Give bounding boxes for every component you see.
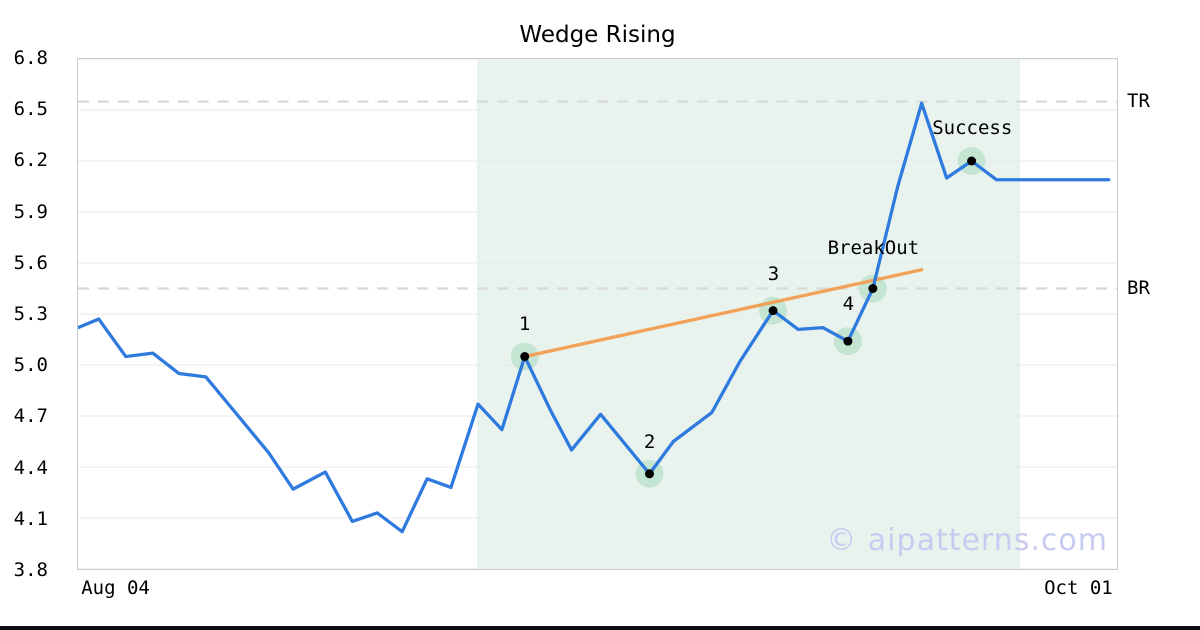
marker-label-breakout: BreakOut <box>827 237 920 260</box>
y-tick-label: 5.0 <box>13 354 48 377</box>
marker-label-1: 1 <box>518 312 531 335</box>
y-tick-label: 6.8 <box>13 47 48 69</box>
bottom-bar <box>0 626 1200 630</box>
y-tick-label: 4.7 <box>13 405 48 428</box>
y-tick-label: 4.1 <box>13 507 48 530</box>
y-tick-label: 5.3 <box>13 303 48 325</box>
marker-label-4: 4 <box>842 293 855 316</box>
y-tick-label: 6.2 <box>13 149 48 172</box>
marker-dot-1 <box>520 352 530 362</box>
watermark: © aipatterns.com <box>826 523 1108 558</box>
marker-dot-breakout <box>868 284 878 293</box>
level-label-br: BR <box>1127 277 1150 300</box>
marker-label-2: 2 <box>643 431 656 454</box>
plot-svg <box>78 59 1117 569</box>
plot-area <box>77 58 1118 570</box>
marker-dot-success <box>967 156 977 166</box>
y-tick-label: 5.6 <box>13 251 48 274</box>
marker-dot-4 <box>843 336 853 346</box>
y-tick-label: 6.5 <box>13 98 48 121</box>
trendline <box>523 268 924 359</box>
marker-dot-3 <box>768 306 778 316</box>
price-line <box>78 101 1111 534</box>
x-tick-label: Oct 01 <box>1044 577 1113 599</box>
marker-label-3: 3 <box>767 262 780 285</box>
marker-label-success: Success <box>932 117 1013 140</box>
y-tick-label: 3.8 <box>13 559 48 581</box>
chart-title: Wedge Rising <box>519 22 676 48</box>
marker-dot-2 <box>645 469 654 479</box>
y-tick-label: 4.4 <box>13 456 48 479</box>
x-tick-label: Aug 04 <box>81 577 150 599</box>
y-tick-label: 5.9 <box>13 200 48 223</box>
level-label-tr: TR <box>1127 89 1150 112</box>
